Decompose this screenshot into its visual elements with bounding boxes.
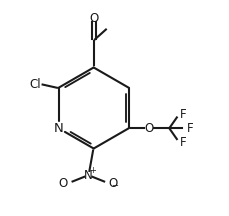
Text: N: N bbox=[54, 122, 63, 135]
Text: F: F bbox=[186, 122, 193, 135]
Text: O: O bbox=[144, 122, 153, 135]
Text: Cl: Cl bbox=[29, 78, 41, 91]
Text: O: O bbox=[108, 177, 117, 190]
Text: F: F bbox=[179, 136, 185, 149]
Text: +: + bbox=[89, 166, 96, 175]
Text: −: − bbox=[111, 181, 118, 190]
Text: F: F bbox=[179, 108, 185, 121]
Text: O: O bbox=[89, 12, 98, 25]
Text: N: N bbox=[84, 169, 92, 182]
Text: O: O bbox=[59, 177, 68, 190]
